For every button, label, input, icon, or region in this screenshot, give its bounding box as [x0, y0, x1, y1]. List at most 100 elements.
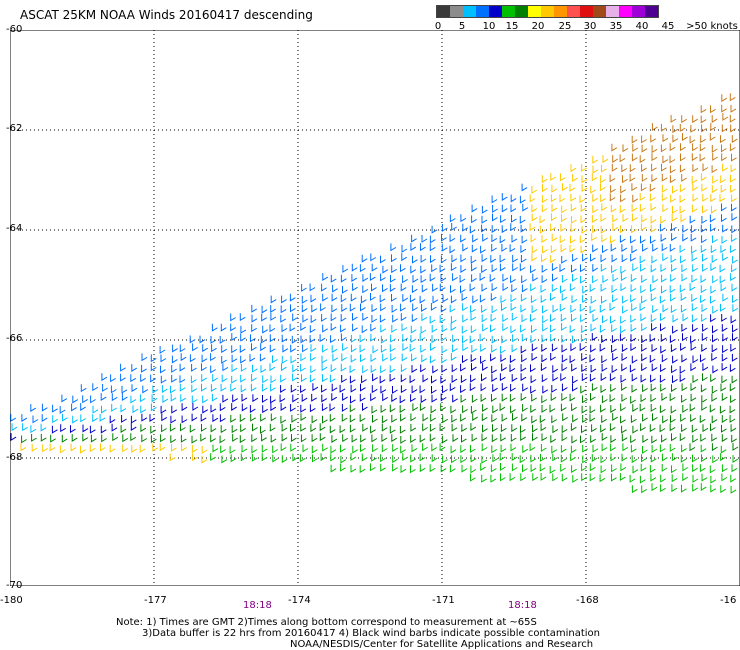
- wind-barb: [281, 356, 288, 364]
- wind-barb: [280, 443, 287, 452]
- wind-barb: [519, 455, 526, 464]
- wind-barb: [570, 164, 577, 173]
- wind-barb: [589, 473, 596, 482]
- wind-barb: [581, 364, 588, 373]
- wind-barb: [50, 434, 56, 443]
- wind-barb: [220, 323, 227, 332]
- wind-barb: [512, 334, 518, 343]
- wind-barb: [171, 405, 178, 414]
- wind-barb: [340, 444, 346, 453]
- wind-barb: [200, 433, 207, 442]
- wind-barb: [670, 405, 677, 414]
- wind-barb: [419, 464, 426, 473]
- wind-barb: [362, 365, 368, 374]
- wind-barb: [582, 253, 588, 262]
- wind-barb: [270, 395, 276, 404]
- wind-barb: [130, 374, 137, 383]
- wind-barb: [439, 264, 446, 273]
- wind-barb: [562, 413, 568, 422]
- wind-barb: [89, 444, 96, 453]
- wind-barb: [679, 284, 686, 293]
- wind-barb: [429, 235, 436, 244]
- colorbar-segment: [593, 6, 606, 17]
- wind-barb: [669, 165, 676, 174]
- wind-barb: [520, 425, 526, 434]
- wind-barb: [541, 354, 548, 363]
- wind-barb: [470, 454, 477, 463]
- wind-barb: [161, 385, 168, 393]
- wind-barb: [561, 293, 568, 302]
- wind-barb: [619, 205, 626, 214]
- wind-barb: [641, 353, 647, 362]
- wind-barb: [382, 353, 388, 362]
- wind-barb: [510, 194, 517, 203]
- wind-barb: [502, 323, 509, 332]
- wind-barb: [570, 343, 577, 352]
- wind-barb: [652, 305, 658, 314]
- colorbar-segment: [606, 6, 619, 17]
- wind-barb: [659, 444, 666, 453]
- wind-barb: [441, 435, 448, 444]
- wind-barb: [419, 295, 426, 304]
- wind-barb: [589, 405, 596, 414]
- wind-barb: [71, 403, 77, 412]
- wind-barb: [430, 255, 436, 264]
- map-title: ASCAT 25KM NOAA Winds 20160417 descendin…: [20, 8, 313, 22]
- wind-barb: [721, 424, 727, 433]
- wind-barb: [572, 475, 579, 483]
- wind-barb: [401, 353, 408, 362]
- wind-barb: [701, 235, 707, 244]
- wind-barb: [580, 385, 587, 394]
- wind-barb: [620, 273, 627, 282]
- wind-barb: [260, 343, 266, 352]
- wind-barb: [150, 363, 157, 372]
- wind-barb: [669, 393, 676, 402]
- wind-barb: [109, 444, 116, 453]
- wind-barb: [449, 234, 456, 243]
- wind-barb: [550, 353, 556, 361]
- wind-barb: [400, 413, 406, 422]
- wind-barb: [699, 415, 706, 424]
- wind-barb: [450, 445, 457, 454]
- wind-barb: [330, 464, 337, 473]
- wind-barb: [169, 423, 176, 432]
- wind-barb: [381, 444, 388, 453]
- wind-barb: [449, 304, 456, 313]
- wind-barb: [231, 364, 238, 373]
- wind-barb: [522, 404, 528, 412]
- wind-barb: [570, 423, 577, 432]
- wind-barb: [711, 433, 718, 442]
- wind-barb: [709, 404, 716, 413]
- wind-barb: [670, 115, 677, 123]
- wind-barb: [622, 214, 629, 223]
- wind-barb: [309, 283, 316, 292]
- wind-barb: [701, 333, 708, 342]
- wind-barb: [379, 375, 386, 384]
- wind-barb: [660, 334, 667, 342]
- wind-barb: [501, 335, 508, 344]
- wind-barb: [601, 295, 607, 304]
- wind-barb: [270, 313, 277, 321]
- wind-barb: [231, 425, 238, 434]
- wind-barb: [321, 314, 327, 322]
- wind-barb: [589, 373, 596, 382]
- wind-barb: [530, 464, 537, 473]
- wind-barb: [561, 473, 568, 482]
- wind-barb: [512, 263, 518, 272]
- wind-barb: [671, 384, 677, 393]
- wind-barb: [550, 324, 556, 333]
- wind-barb: [711, 145, 718, 153]
- wind-barb: [481, 305, 487, 313]
- wind-barb: [701, 344, 708, 352]
- wind-barb: [709, 214, 716, 223]
- wind-barb: [510, 223, 517, 232]
- wind-barb: [730, 315, 737, 324]
- wind-barb: [552, 273, 558, 282]
- wind-barb: [612, 155, 618, 163]
- wind-barb: [491, 344, 497, 353]
- wind-barb: [380, 454, 386, 463]
- wind-barb: [230, 414, 237, 423]
- wind-barb: [292, 313, 298, 322]
- wind-barb: [730, 273, 736, 282]
- wind-barb: [629, 474, 636, 483]
